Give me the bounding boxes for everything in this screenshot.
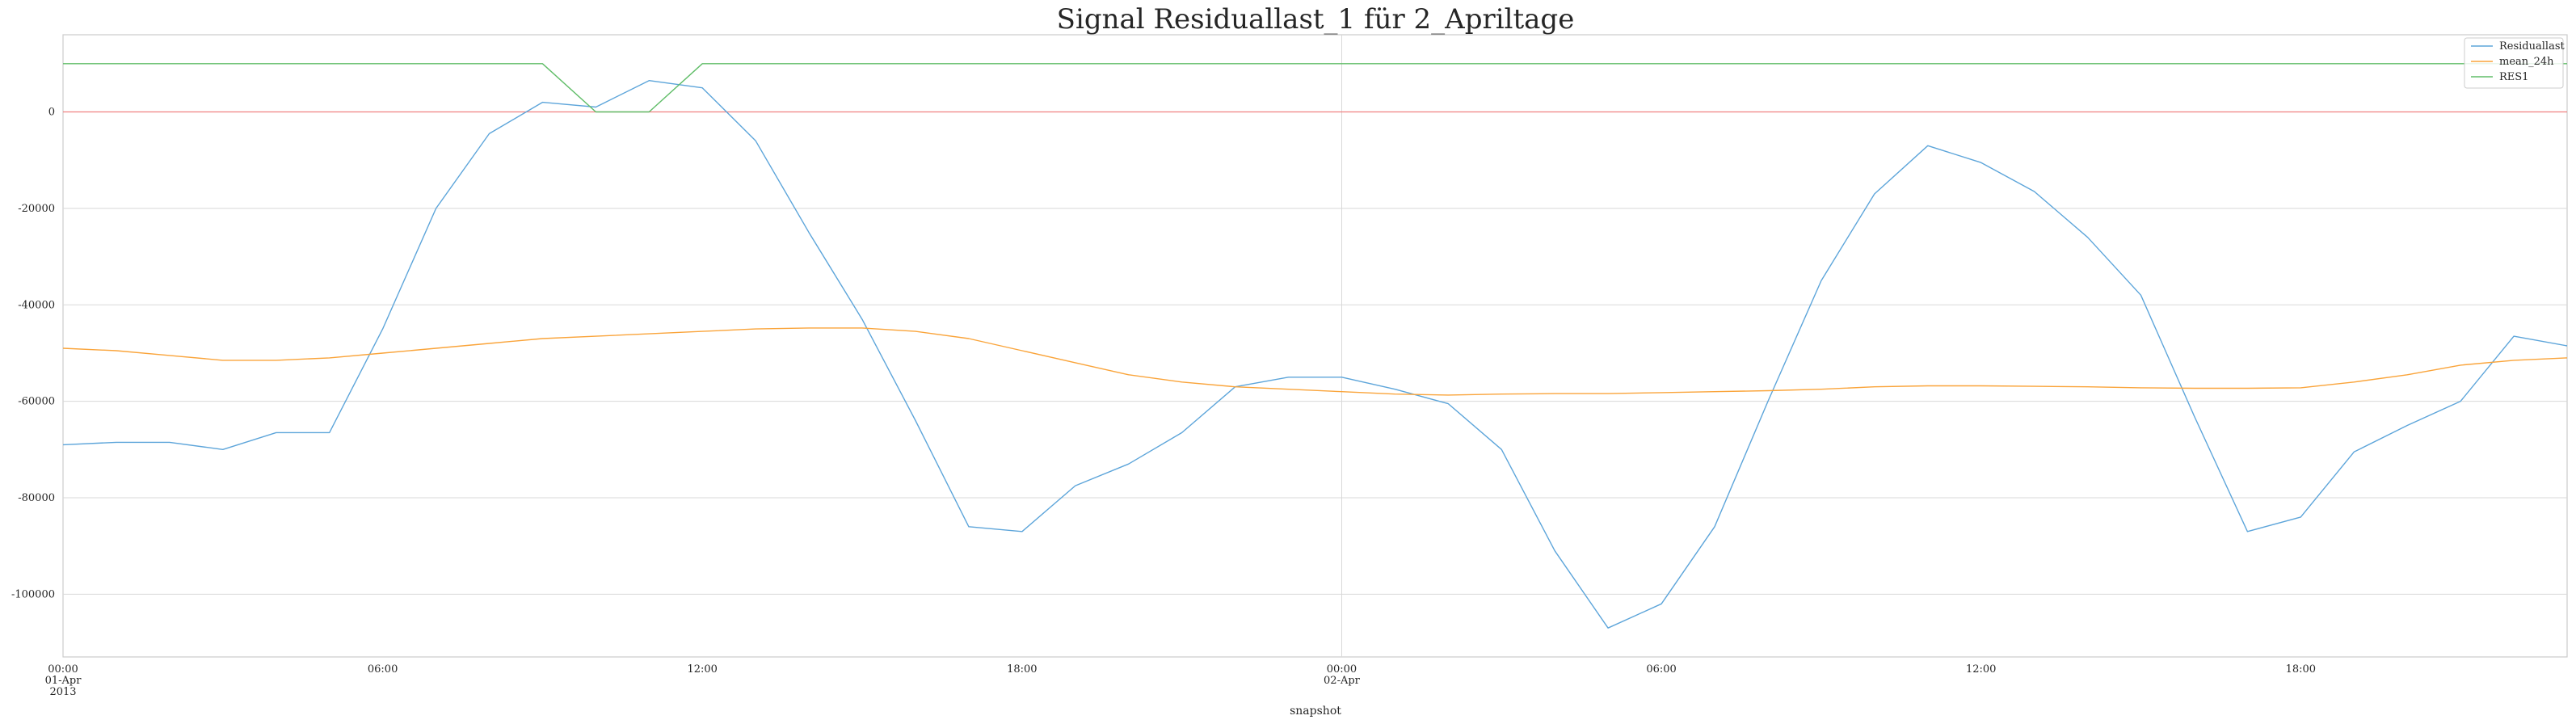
series-line-mean-24h (62, 327, 2568, 396)
legend: Residuallast mean_24h RES1 (2464, 37, 2565, 89)
x-tick-label: 01-Apr (45, 675, 82, 687)
series-line-residuallast (62, 80, 2568, 629)
grid (63, 35, 2567, 657)
y-tick-label: -80000 (18, 492, 55, 504)
x-tick-label: 06:00 (1646, 663, 1676, 676)
x-tick-label: 18:00 (1007, 663, 1037, 676)
chart-title: Signal Residuallast_1 für 2_Apriltage (1057, 3, 1575, 36)
x-tick-label: 00:00 (1327, 663, 1357, 676)
x-axis-label: snapshot (1290, 705, 1341, 718)
legend-items: Residuallast mean_24h RES1 (2471, 40, 2565, 83)
plot-area-frame (62, 34, 2568, 658)
x-tick-label: 02-Apr (1324, 675, 1361, 687)
legend-label: mean_24h (2499, 56, 2554, 68)
y-tick-label: 0 (48, 107, 55, 119)
legend-label: Residuallast (2499, 40, 2565, 53)
y-tick-label: -40000 (18, 299, 55, 311)
y-tick-label: -20000 (18, 203, 55, 215)
x-tick-label: 2013 (49, 686, 76, 698)
series-line-res1 (63, 63, 2567, 113)
x-tick-label: 06:00 (368, 663, 398, 676)
legend-box (2464, 37, 2564, 89)
x-tick-label: 12:00 (1966, 663, 1996, 676)
x-tick-label: 18:00 (2286, 663, 2316, 676)
series-layer (62, 63, 2568, 629)
x-tick-label: 12:00 (687, 663, 717, 676)
y-tick-label: -100000 (11, 588, 55, 600)
y-tick-label: -60000 (18, 396, 55, 408)
legend-label: RES1 (2499, 71, 2528, 83)
y-axis-ticks: 0 -20000 -40000 -60000 -80000 -100000 (11, 107, 55, 601)
x-tick-label: 00:00 (48, 663, 78, 676)
